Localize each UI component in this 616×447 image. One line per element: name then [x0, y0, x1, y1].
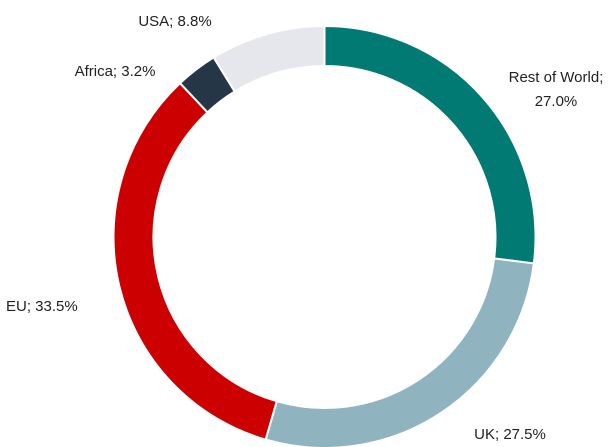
donut-slice — [112, 81, 279, 441]
slice-label: EU; 33.5% — [6, 298, 78, 315]
slice-label: Africa; 3.2% — [74, 63, 156, 80]
slice-label: Rest of World; 27.0% — [508, 69, 604, 110]
donut-slice — [323, 24, 537, 265]
donut-slice — [264, 257, 535, 447]
donut-slice — [212, 24, 326, 93]
slice-label: UK; 27.5% — [474, 426, 546, 443]
slice-label: USA; 8.8% — [138, 13, 212, 30]
